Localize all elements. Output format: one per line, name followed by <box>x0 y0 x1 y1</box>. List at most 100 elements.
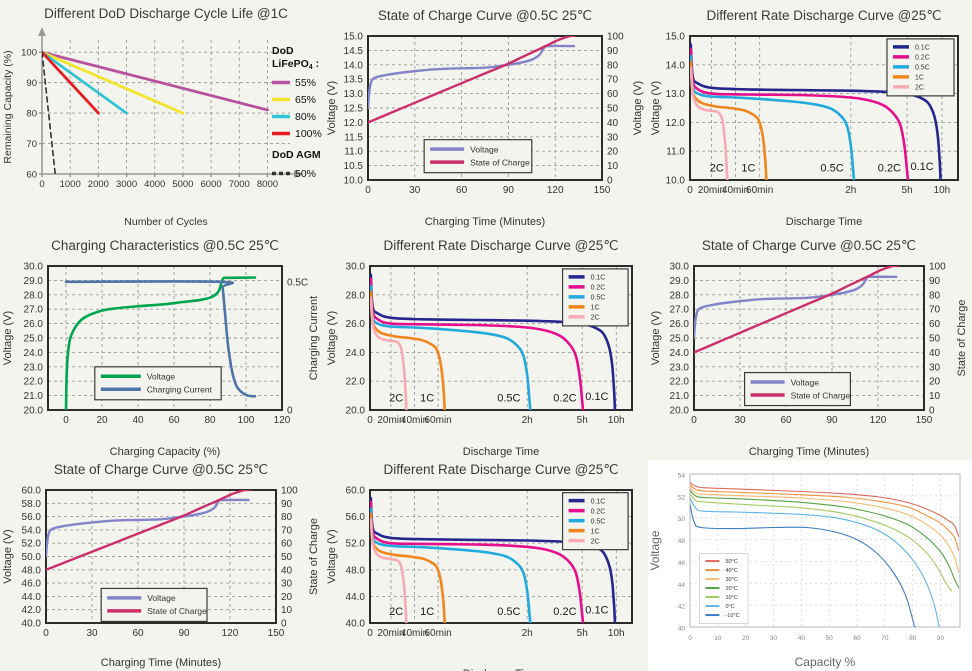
svg-text:80: 80 <box>281 512 293 523</box>
chart-rate-48v-panel: 0 20min 40min 60min 2h 5h 10h 40.0 44.0 48.0 52.0 5… <box>324 460 648 671</box>
svg-text:13.0: 13.0 <box>666 89 686 100</box>
annotations: 2C 1C 0.5C 0.2C 0.1C <box>389 391 608 404</box>
svg-text:27.0: 27.0 <box>24 305 44 316</box>
svg-text:28.0: 28.0 <box>346 290 366 301</box>
y-axis-label: Voltage (V) <box>2 529 14 583</box>
series-0.5C <box>370 284 532 410</box>
y-axis-label: Voltage (V) <box>326 529 338 583</box>
x-axis-label: Discharge Time <box>786 216 862 228</box>
svg-text:26.0: 26.0 <box>24 319 44 330</box>
legend-item: 1C <box>591 528 600 535</box>
legend-item: Voltage <box>147 372 176 382</box>
y-axis-label: Voltage (V) <box>650 81 662 135</box>
svg-text:0.5C: 0.5C <box>287 277 308 288</box>
legend-item: 50% <box>295 168 316 180</box>
series-20°C <box>690 489 960 589</box>
svg-text:0: 0 <box>929 406 935 417</box>
legend-item: 40°C <box>725 568 737 574</box>
svg-text:60min: 60min <box>746 185 773 196</box>
svg-text:10: 10 <box>281 605 293 616</box>
svg-text:0.2C: 0.2C <box>553 606 576 618</box>
x-axis-label: Discharge Time <box>463 668 539 671</box>
legend: 0.1C 0.2C 0.5C 1C 2C <box>561 268 629 327</box>
series-Voltage <box>46 498 250 558</box>
svg-text:60: 60 <box>780 415 792 426</box>
svg-text:10.5: 10.5 <box>344 161 364 172</box>
svg-text:10.0: 10.0 <box>344 176 364 187</box>
svg-text:5h: 5h <box>577 628 588 639</box>
svg-text:40: 40 <box>281 565 293 576</box>
svg-text:40: 40 <box>798 635 806 642</box>
svg-text:0: 0 <box>39 179 44 190</box>
svg-text:0: 0 <box>281 619 287 630</box>
svg-text:25.0: 25.0 <box>24 334 44 345</box>
svg-text:0: 0 <box>691 415 697 426</box>
y2-tick-labels: 0 10 20 30 40 50 60 70 80 90 100 <box>281 486 298 630</box>
chart-title: Different DoD Discharge Cycle Life @1C <box>44 6 288 21</box>
chart-title: State of Charge Curve @0.5C 25℃ <box>378 8 592 23</box>
chart-background <box>648 230 972 460</box>
svg-text:60: 60 <box>168 415 180 426</box>
series-group <box>42 50 269 174</box>
svg-text:20: 20 <box>281 592 293 603</box>
svg-text:30: 30 <box>607 132 619 143</box>
svg-text:2C: 2C <box>389 606 403 618</box>
y-tick-labels: 40.0 42.0 44.0 46.0 48.0 50.0 52.0 54.0 56.0 58.0… <box>22 486 42 630</box>
series-0.2C <box>370 500 585 623</box>
svg-text:30: 30 <box>770 635 778 642</box>
svg-text:60: 60 <box>281 539 293 550</box>
series-Voltage <box>368 44 576 110</box>
x-tick-labels: 0 30 60 90 120 150 <box>43 628 285 639</box>
svg-text:60min: 60min <box>424 415 451 426</box>
x-tick-labels: 0 30 60 90 120 150 <box>691 415 933 426</box>
svg-text:0: 0 <box>367 415 373 426</box>
svg-text:60: 60 <box>132 628 144 639</box>
svg-text:26.0: 26.0 <box>670 319 690 330</box>
series-50°C <box>690 482 960 537</box>
series-group <box>46 490 252 571</box>
svg-text:3000: 3000 <box>116 179 137 190</box>
chart-title: Different Rate Discharge Curve @25℃ <box>384 462 619 477</box>
svg-text:1C: 1C <box>741 162 755 174</box>
svg-text:10h: 10h <box>934 185 951 196</box>
svg-text:0: 0 <box>607 176 613 187</box>
chart-title: Charging Characteristics @0.5C 25℃ <box>51 238 279 253</box>
legend-item: 100% <box>295 128 322 140</box>
svg-text:40.0: 40.0 <box>22 619 42 630</box>
legend-group-header: LiFePO4 : <box>272 58 319 71</box>
svg-text:11.5: 11.5 <box>344 132 363 143</box>
legend-item: State of Charge <box>470 157 530 167</box>
svg-text:40min: 40min <box>722 185 749 196</box>
svg-text:4000: 4000 <box>144 179 165 190</box>
legend: Voltage State of Charge <box>423 139 533 174</box>
legend-item: 50°C <box>725 559 737 565</box>
series-65% <box>42 50 185 115</box>
svg-text:120: 120 <box>870 415 887 426</box>
legend: 50°C 40°C 30°C 20°C 10°C 0°C -10°C <box>699 553 749 624</box>
y-tick-labels: 20.0 22.0 24.0 26.0 28.0 30.0 <box>346 262 366 417</box>
legend: Voltage State of Charge <box>100 587 208 623</box>
svg-text:70: 70 <box>281 525 293 536</box>
svg-text:13.0: 13.0 <box>344 89 364 100</box>
y2-tick-labels: 0 10 20 30 40 50 60 70 80 90 100 <box>607 32 624 187</box>
svg-text:40: 40 <box>678 626 686 633</box>
svg-text:44.0: 44.0 <box>22 592 42 603</box>
x-axis-label: Charging Time (Minutes) <box>425 216 545 228</box>
legend-item: 0.2C <box>591 285 606 292</box>
chart-title: State of Charge Curve @0.5C 25℃ <box>54 462 268 477</box>
svg-text:14.0: 14.0 <box>344 60 364 71</box>
svg-text:150: 150 <box>916 415 933 426</box>
svg-text:0.5C: 0.5C <box>820 162 843 174</box>
svg-text:22.0: 22.0 <box>670 377 690 388</box>
legend-item: Voltage <box>470 144 499 154</box>
x-axis-label: Charging Capacity (%) <box>110 446 221 458</box>
svg-text:2h: 2h <box>845 185 856 196</box>
legend-item: 30°C <box>725 577 737 583</box>
svg-text:20.0: 20.0 <box>346 406 366 417</box>
plot-frame <box>369 265 633 411</box>
svg-text:60: 60 <box>456 185 468 196</box>
svg-text:29.0: 29.0 <box>24 276 44 287</box>
legend-item: 0.2C <box>915 55 930 62</box>
